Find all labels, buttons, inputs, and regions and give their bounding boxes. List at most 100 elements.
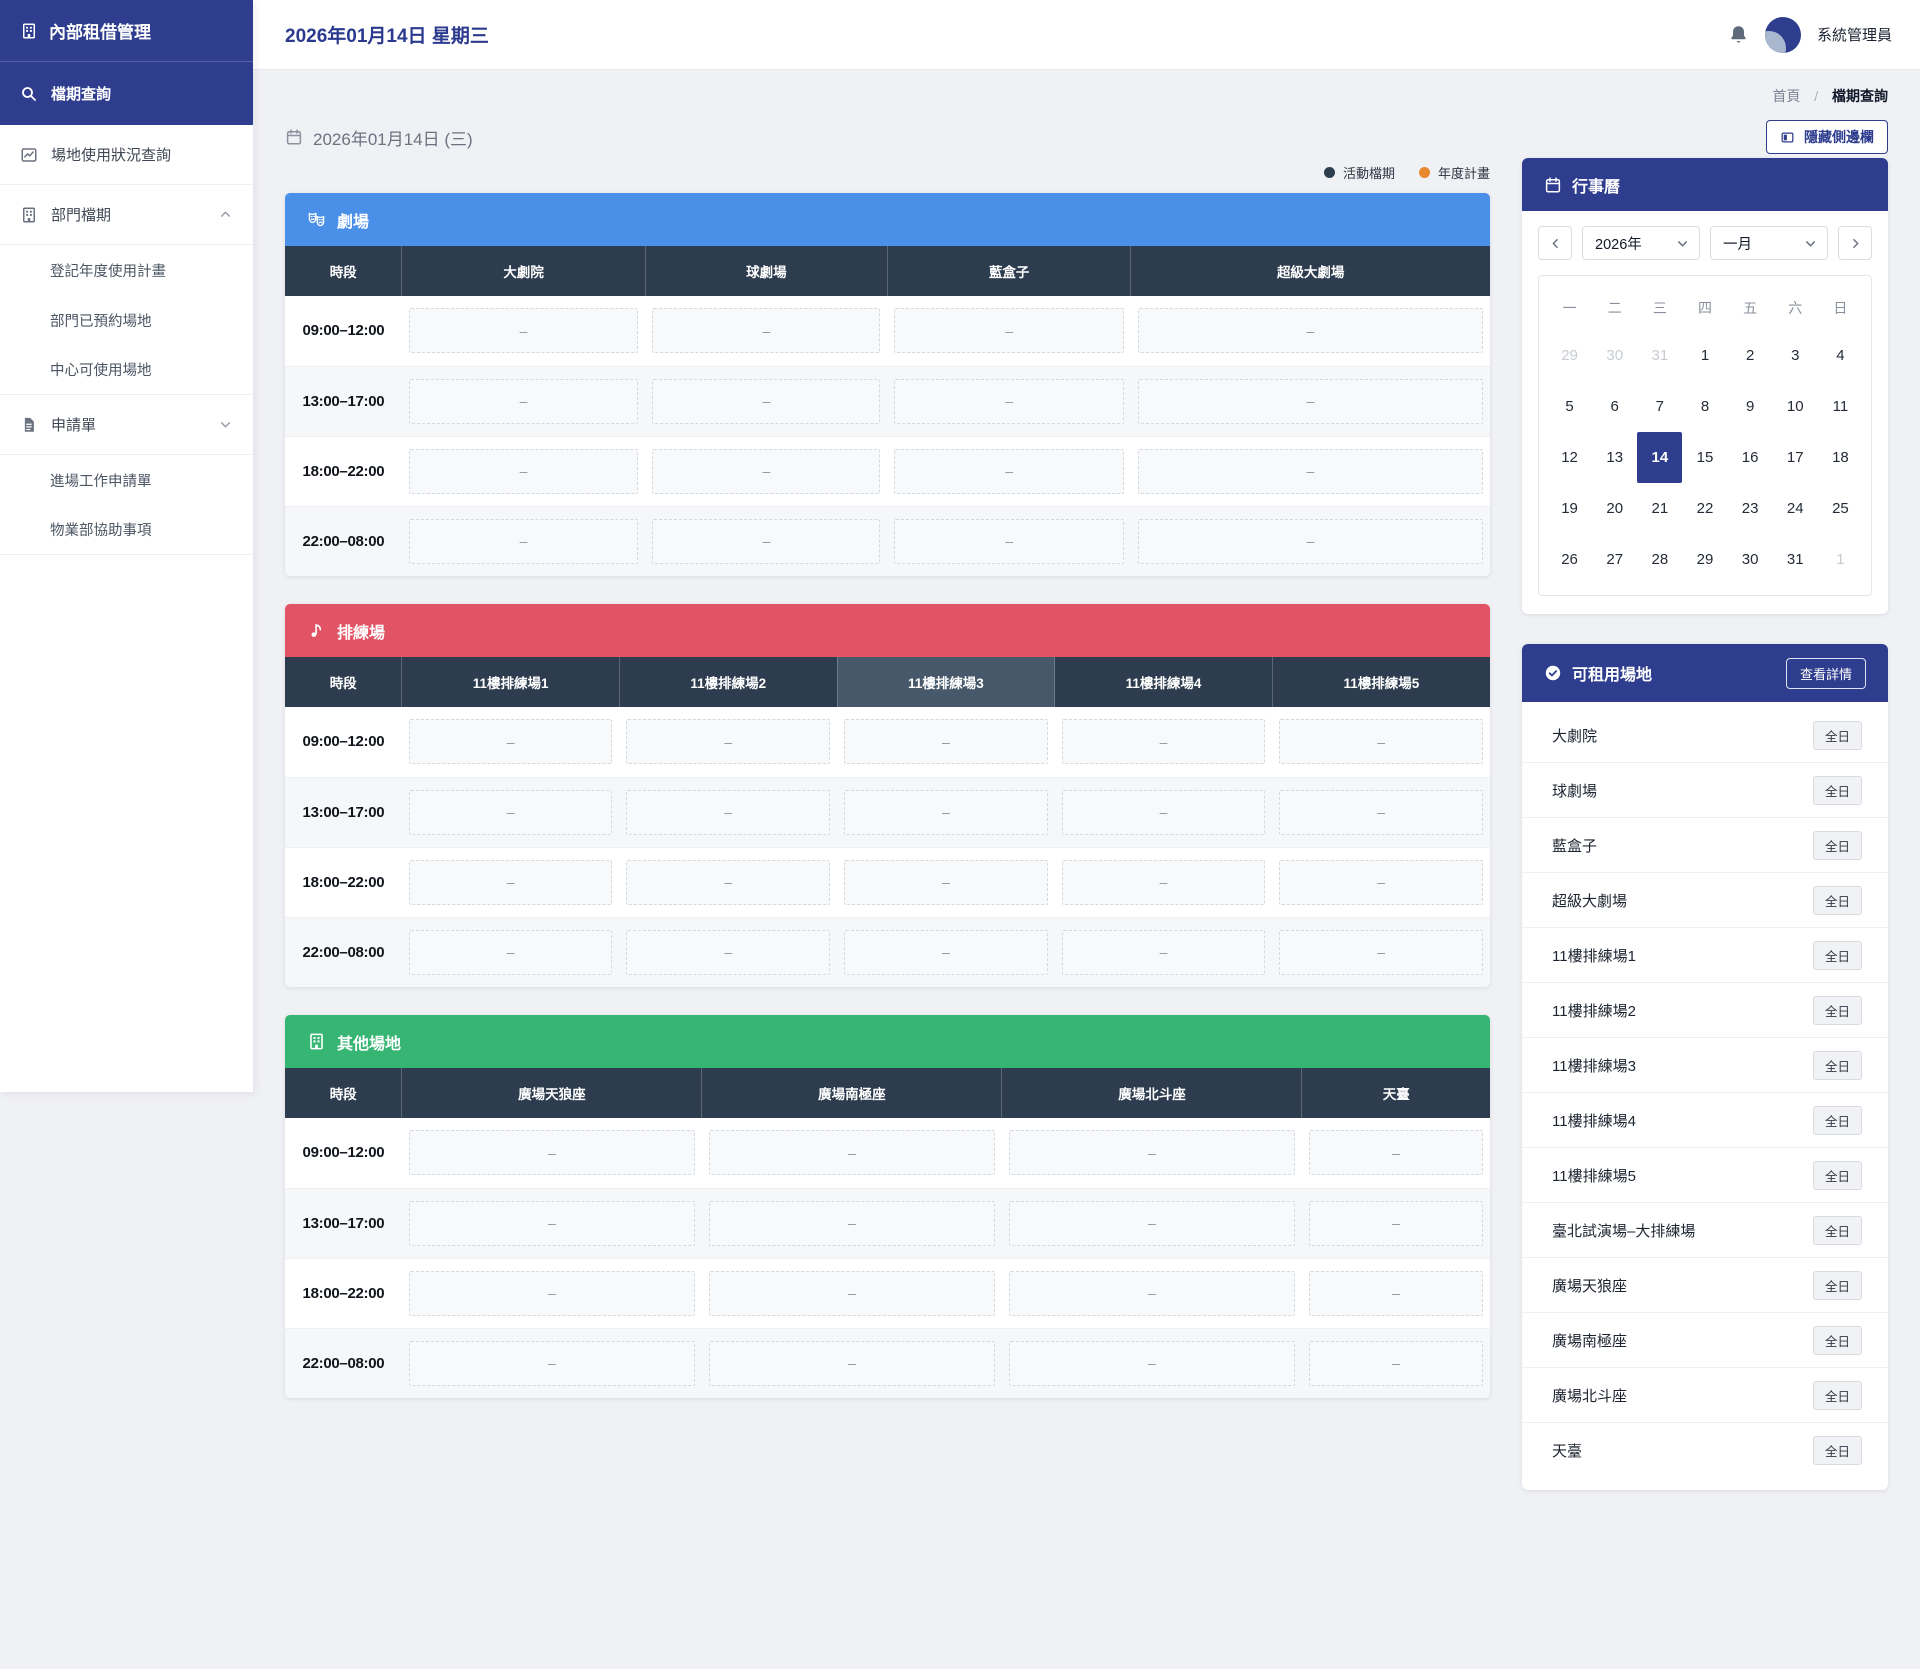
calendar-day[interactable]: 22 xyxy=(1696,500,1714,517)
empty-slot[interactable]: – xyxy=(708,1130,995,1176)
calendar-day[interactable]: 5 xyxy=(1565,398,1574,415)
venue-item[interactable]: 球劇場 全日 xyxy=(1522,763,1888,818)
empty-slot[interactable]: – xyxy=(1279,719,1483,765)
empty-slot[interactable]: – xyxy=(652,308,881,354)
notifications-button[interactable] xyxy=(1728,24,1749,45)
empty-slot[interactable]: – xyxy=(408,308,639,354)
sidebar-item-application-forms[interactable]: 申請單 xyxy=(0,395,253,455)
venue-item[interactable]: 大劇院 全日 xyxy=(1522,708,1888,763)
empty-slot[interactable]: – xyxy=(1008,1130,1295,1176)
calendar-day[interactable]: 23 xyxy=(1741,500,1759,517)
venue-item[interactable]: 廣場南極座 全日 xyxy=(1522,1313,1888,1368)
calendar-day[interactable]: 15 xyxy=(1696,449,1714,466)
empty-slot[interactable]: – xyxy=(894,308,1124,354)
calendar-day[interactable]: 21 xyxy=(1651,500,1669,517)
empty-slot[interactable]: – xyxy=(1061,719,1266,765)
calendar-day[interactable]: 25 xyxy=(1832,500,1849,517)
calendar-day[interactable]: 1 xyxy=(1836,551,1845,568)
empty-slot[interactable]: – xyxy=(1308,1270,1483,1316)
sidebar-item-property-assistance[interactable]: 物業部協助事項 xyxy=(0,505,253,555)
empty-slot[interactable]: – xyxy=(844,719,1048,765)
empty-slot[interactable]: – xyxy=(708,1270,995,1316)
breadcrumb-home-link[interactable]: 首頁 xyxy=(1772,88,1801,104)
empty-slot[interactable]: – xyxy=(408,719,613,765)
avatar[interactable] xyxy=(1764,16,1801,53)
calendar-day[interactable]: 16 xyxy=(1741,449,1759,466)
year-select[interactable]: 2026年 xyxy=(1582,226,1700,260)
empty-slot[interactable]: – xyxy=(626,929,831,975)
empty-slot[interactable]: – xyxy=(408,1340,695,1386)
empty-slot[interactable]: – xyxy=(708,1340,995,1386)
empty-slot[interactable]: – xyxy=(1137,378,1483,424)
view-details-button[interactable]: 查看詳情 xyxy=(1785,657,1866,689)
calendar-day[interactable]: 24 xyxy=(1786,500,1804,517)
calendar-day[interactable]: 3 xyxy=(1791,347,1800,364)
sidebar-item-entry-work-application[interactable]: 進場工作申請單 xyxy=(0,455,253,505)
empty-slot[interactable]: – xyxy=(1308,1200,1483,1246)
empty-slot[interactable]: – xyxy=(1061,789,1266,835)
empty-slot[interactable]: – xyxy=(894,378,1124,424)
venue-item[interactable]: 廣場北斗座 全日 xyxy=(1522,1368,1888,1423)
empty-slot[interactable]: – xyxy=(408,929,613,975)
calendar-day[interactable]: 9 xyxy=(1745,398,1755,415)
empty-slot[interactable]: – xyxy=(1279,929,1483,975)
calendar-day[interactable]: 29 xyxy=(1561,347,1578,364)
sidebar-item-department-reserved-venues[interactable]: 部門已預約場地 xyxy=(0,295,253,345)
empty-slot[interactable]: – xyxy=(1061,929,1266,975)
calendar-day[interactable]: 17 xyxy=(1786,449,1804,466)
empty-slot[interactable]: – xyxy=(626,789,831,835)
calendar-day[interactable]: 30 xyxy=(1606,347,1624,364)
empty-slot[interactable]: – xyxy=(1137,308,1483,354)
venue-item[interactable]: 11樓排練場2 全日 xyxy=(1522,983,1888,1038)
calendar-day[interactable]: 28 xyxy=(1651,551,1669,568)
empty-slot[interactable]: – xyxy=(626,719,831,765)
calendar-day[interactable]: 7 xyxy=(1655,398,1665,415)
empty-slot[interactable]: – xyxy=(1061,859,1266,905)
empty-slot[interactable]: – xyxy=(844,859,1048,905)
venue-item[interactable]: 11樓排練場1 全日 xyxy=(1522,928,1888,983)
calendar-day[interactable]: 30 xyxy=(1741,551,1759,568)
empty-slot[interactable]: – xyxy=(408,518,639,564)
venue-item[interactable]: 超級大劇場 全日 xyxy=(1522,873,1888,928)
prev-month-button[interactable] xyxy=(1538,226,1572,260)
empty-slot[interactable]: – xyxy=(408,1130,695,1176)
empty-slot[interactable]: – xyxy=(652,448,881,494)
venue-item[interactable]: 天臺 全日 xyxy=(1522,1423,1888,1478)
calendar-day[interactable]: 18 xyxy=(1832,449,1849,466)
sidebar-item-department-schedule[interactable]: 部門檔期 xyxy=(0,185,253,245)
next-month-button[interactable] xyxy=(1838,226,1872,260)
hide-sidebar-button[interactable]: 隱藏側邊欄 xyxy=(1766,120,1888,154)
empty-slot[interactable]: – xyxy=(1008,1270,1295,1316)
venue-item[interactable]: 廣場天狼座 全日 xyxy=(1522,1258,1888,1313)
calendar-day[interactable]: 19 xyxy=(1561,500,1578,517)
empty-slot[interactable]: – xyxy=(844,789,1048,835)
empty-slot[interactable]: – xyxy=(1279,789,1483,835)
empty-slot[interactable]: – xyxy=(408,448,639,494)
sidebar-item-venue-usage-status[interactable]: 場地使用狀況查詢 xyxy=(0,125,253,185)
calendar-day[interactable]: 11 xyxy=(1832,398,1849,415)
calendar-day[interactable]: 2 xyxy=(1745,347,1755,364)
calendar-day[interactable]: 26 xyxy=(1561,551,1578,568)
venue-item[interactable]: 臺北試演場–大排練場 全日 xyxy=(1522,1203,1888,1258)
empty-slot[interactable]: – xyxy=(894,518,1124,564)
empty-slot[interactable]: – xyxy=(844,929,1048,975)
empty-slot[interactable]: – xyxy=(1137,448,1483,494)
empty-slot[interactable]: – xyxy=(708,1200,995,1246)
calendar-day[interactable]: 1 xyxy=(1700,347,1710,364)
calendar-day[interactable]: 20 xyxy=(1606,500,1624,517)
calendar-day[interactable]: 12 xyxy=(1561,449,1578,466)
venue-item[interactable]: 11樓排練場3 全日 xyxy=(1522,1038,1888,1093)
empty-slot[interactable]: – xyxy=(1308,1130,1483,1176)
venue-item[interactable]: 藍盒子 全日 xyxy=(1522,818,1888,873)
calendar-day[interactable]: 10 xyxy=(1786,398,1804,415)
empty-slot[interactable]: – xyxy=(652,378,881,424)
empty-slot[interactable]: – xyxy=(408,1200,695,1246)
empty-slot[interactable]: – xyxy=(1279,859,1483,905)
sidebar-item-register-annual-plan[interactable]: 登記年度使用計畫 xyxy=(0,245,253,295)
empty-slot[interactable]: – xyxy=(626,859,831,905)
empty-slot[interactable]: – xyxy=(408,789,613,835)
empty-slot[interactable]: – xyxy=(408,1270,695,1316)
venue-item[interactable]: 11樓排練場5 全日 xyxy=(1522,1148,1888,1203)
calendar-day[interactable]: 13 xyxy=(1606,449,1624,466)
calendar-day[interactable]: 31 xyxy=(1786,551,1804,568)
